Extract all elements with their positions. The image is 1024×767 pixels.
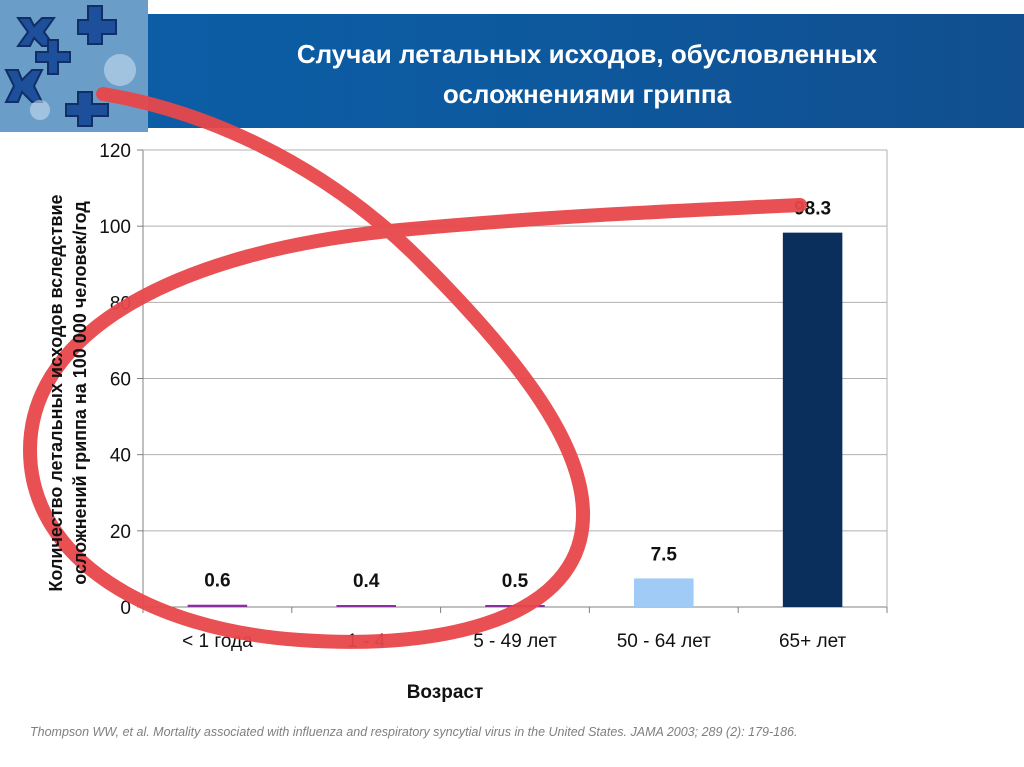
y-tick-label: 40	[110, 446, 131, 467]
bar-4	[634, 578, 694, 607]
x-tick-label: 65+ лет	[779, 631, 847, 652]
data-label: 7.5	[651, 544, 678, 565]
x-tick-label: 5 - 49 лет	[473, 631, 557, 652]
bar-2	[336, 605, 396, 607]
data-label: 0.4	[353, 571, 380, 592]
bar-1	[187, 604, 248, 607]
title-line-1: Случаи летальных исходов, обусловленных	[296, 39, 878, 69]
y-axis-label: Количество летальных исходов вследствие …	[46, 194, 90, 592]
title-line-2: осложнениями гриппа	[442, 79, 732, 109]
y-tick-label: 60	[110, 370, 131, 391]
y-axis-label-container: Количество летальных исходов вследствие …	[38, 148, 98, 638]
bars	[187, 232, 843, 607]
data-label: 0.5	[502, 571, 529, 592]
x-axis-label: Возраст	[406, 682, 484, 703]
data-label: 0.6	[204, 571, 230, 592]
y-tick-label: 0	[120, 598, 131, 619]
x-tick-label: 50 - 64 лет	[617, 631, 711, 652]
red-hand-drawn-annotation	[23, 87, 807, 649]
y-tick-label: 20	[110, 522, 131, 543]
y-tick-label: 120	[99, 141, 131, 162]
bar-5	[782, 232, 843, 607]
page-title: Случаи летальных исходов, обусловленных …	[150, 34, 1024, 114]
citation: Thompson WW, et al. Mortality associated…	[30, 725, 798, 739]
y-tick-label: 100	[99, 217, 131, 238]
logo-puzzle-icon	[0, 0, 148, 132]
